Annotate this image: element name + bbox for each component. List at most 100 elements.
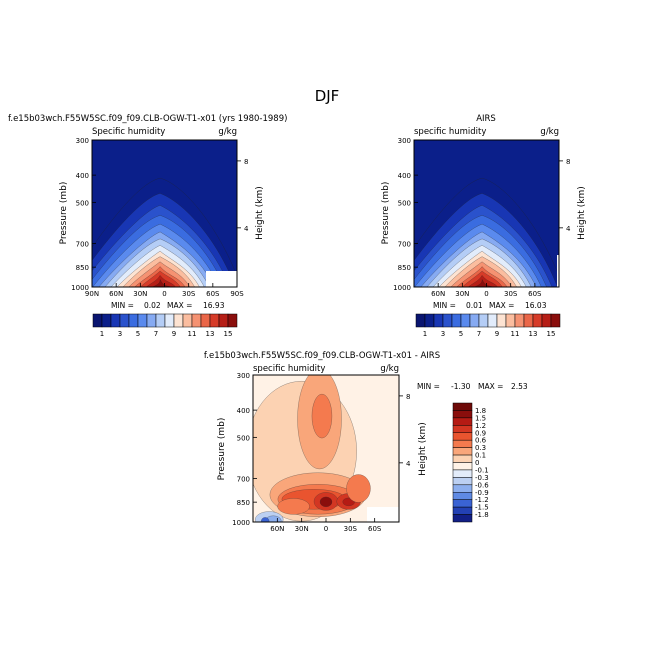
colorbar-label: 7 xyxy=(477,330,481,338)
panel-model-min-label: MIN = xyxy=(111,301,134,310)
lat-tick-label: 90S xyxy=(230,290,244,298)
colorbar-label: 0.9 xyxy=(475,429,486,437)
lat-tick-label: 30S xyxy=(182,290,196,298)
colorbar-swatch xyxy=(469,313,480,328)
colorbar-swatch xyxy=(532,313,543,328)
height-tick-label: 4 xyxy=(566,225,571,233)
colorbar-swatch xyxy=(452,499,473,508)
contour-region xyxy=(311,393,333,439)
colorbar-swatch xyxy=(452,469,473,478)
panel-model-contour-fill xyxy=(92,178,237,287)
panel-model-lat-ticks: 90N 60N 30N 0 30S 60S 90S xyxy=(85,283,244,298)
panel-diff-max-label: MAX = xyxy=(478,382,503,391)
colorbar-swatch xyxy=(452,447,473,456)
colorbar-label: 1 xyxy=(100,330,104,338)
colorbar-label: 11 xyxy=(188,330,197,338)
colorbar-label: 5 xyxy=(459,330,463,338)
colorbar-swatch xyxy=(550,313,561,328)
pressure-tick-label: 700 xyxy=(76,240,89,248)
pressure-tick-label: 700 xyxy=(237,475,250,483)
height-tick-label: 8 xyxy=(566,158,570,166)
colorbar-swatch xyxy=(478,313,489,328)
colorbar-swatch xyxy=(119,313,130,328)
pressure-tick-label: 400 xyxy=(76,172,89,180)
panel-obs-lat-ticks: 60N 30N 0 30S 60S xyxy=(431,283,542,298)
panel-obs-min-value: 0.01 xyxy=(466,301,483,310)
colorbar-label: 9 xyxy=(495,330,499,338)
pressure-tick-label: 300 xyxy=(398,137,411,145)
colorbar-swatch xyxy=(218,313,229,328)
colorbar-swatch xyxy=(452,425,473,433)
pressure-tick-label: 850 xyxy=(76,264,89,272)
colorbar-swatch xyxy=(452,439,473,448)
pressure-tick-label: 400 xyxy=(237,407,250,415)
pressure-tick-label: 1000 xyxy=(71,284,89,292)
colorbar-label: 3 xyxy=(441,330,445,338)
colorbar-swatch xyxy=(101,313,112,328)
lat-tick-label: 60N xyxy=(109,290,123,298)
panel-difference: f.e15b03wch.F55W5SC.f09_f09.CLB-OGW-T1-x… xyxy=(204,351,528,533)
panel-diff-ylabel: Pressure (mb) xyxy=(217,418,227,481)
panel-obs-units: g/kg xyxy=(540,127,559,137)
colorbar-label: -1.2 xyxy=(475,496,489,504)
pressure-tick-label: 400 xyxy=(398,172,411,180)
panel-diff-case-title: f.e15b03wch.F55W5SC.f09_f09.CLB-OGW-T1-x… xyxy=(204,351,440,361)
lat-tick-label: 60S xyxy=(206,290,220,298)
lat-tick-label: 0 xyxy=(162,290,166,298)
colorbar-swatch xyxy=(541,313,552,328)
colorbar-swatch xyxy=(452,462,473,471)
colorbar-swatch xyxy=(155,313,166,328)
panel-obs-min-label: MIN = xyxy=(433,301,456,310)
lat-tick-label: 60N xyxy=(270,525,284,533)
colorbar-swatch xyxy=(227,313,238,328)
panel-obs-max-label: MAX = xyxy=(489,301,514,310)
colorbar-label: 15 xyxy=(224,330,233,338)
panel-diff-contour-fill xyxy=(253,375,371,522)
panel-model-pressure-ticks: 300 400 500 700 850 1000 xyxy=(71,137,96,292)
panel-obs-ylabel2: Height (km) xyxy=(577,186,587,240)
colorbar-swatch xyxy=(92,313,103,328)
colorbar-label: 1.2 xyxy=(475,422,486,430)
colorbar-label: 7 xyxy=(154,330,158,338)
colorbar-swatch xyxy=(173,313,184,328)
lat-tick-label: 60S xyxy=(368,525,382,533)
colorbar-label: 1.5 xyxy=(475,414,486,422)
colorbar-swatch xyxy=(209,313,220,328)
colorbar-swatch xyxy=(452,402,473,411)
pressure-tick-label: 500 xyxy=(237,434,250,442)
colorbar-label: 0 xyxy=(475,459,479,467)
pressure-tick-label: 850 xyxy=(237,499,250,507)
colorbar-swatch xyxy=(452,410,473,419)
colorbar-label: 9 xyxy=(172,330,176,338)
contour-region xyxy=(261,517,270,522)
colorbar-swatch xyxy=(452,417,473,426)
panel-diff-units: g/kg xyxy=(380,364,399,374)
colorbar-label: -1.5 xyxy=(475,504,489,512)
lat-tick-label: 30N xyxy=(455,290,469,298)
colorbar-swatch xyxy=(496,313,507,328)
lat-tick-label: 30S xyxy=(504,290,518,298)
panel-model: f.e15b03wch.F55W5SC.f09_f09.CLB-OGW-T1-x… xyxy=(8,114,287,338)
colorbar-swatch xyxy=(146,313,157,328)
panel-obs-pressure-ticks: 300 400 500 700 850 1000 xyxy=(393,137,418,292)
contour-region xyxy=(319,496,333,507)
panel-diff-left-label: specific humidity xyxy=(253,364,325,374)
panel-model-min-value: 0.02 xyxy=(144,301,161,310)
height-tick-label: 4 xyxy=(244,225,249,233)
panel-diff-ylabel2: Height (km) xyxy=(418,422,428,476)
colorbar-label: -0.1 xyxy=(475,466,489,474)
colorbar-label: -1.8 xyxy=(475,511,489,519)
panel-diff-max-value: 2.53 xyxy=(511,382,528,391)
colorbar-swatch xyxy=(442,313,453,328)
panel-diff-lat-ticks: 60N 30N 0 30S 60S xyxy=(270,518,382,533)
figure-title: DJF xyxy=(315,87,340,105)
height-tick-label: 4 xyxy=(406,460,411,468)
panel-obs-contour-fill xyxy=(414,178,559,287)
lat-tick-label: 30N xyxy=(133,290,147,298)
pressure-tick-label: 850 xyxy=(398,264,411,272)
panel-obs-max-value: 16.03 xyxy=(525,301,547,310)
colorbar-swatch xyxy=(110,313,121,328)
height-tick-label: 8 xyxy=(406,393,410,401)
panel-model-height-ticks: 84 xyxy=(237,158,249,233)
